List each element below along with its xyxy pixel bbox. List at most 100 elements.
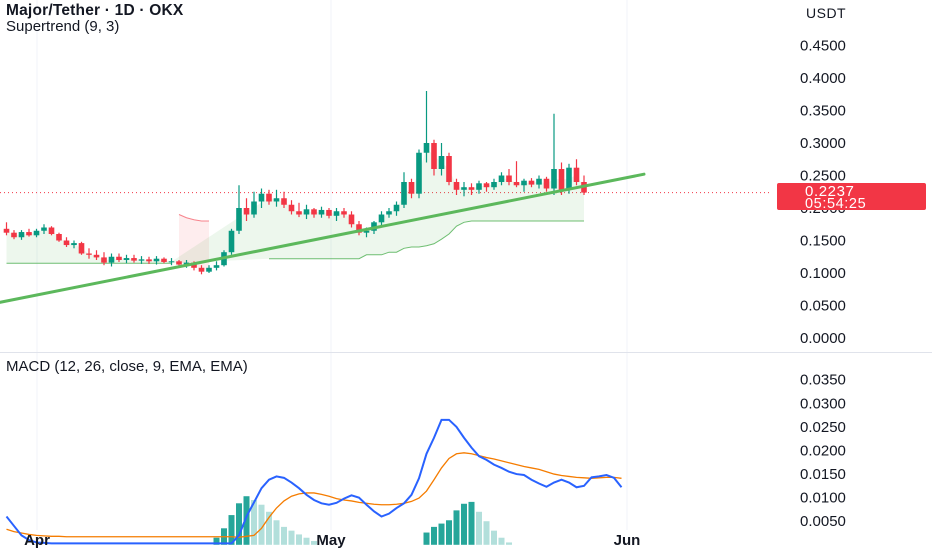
candle-body: [446, 156, 452, 182]
candle-body: [423, 143, 430, 153]
candle: [56, 232, 62, 242]
price-tick-label: 0.0000: [800, 330, 846, 347]
candle: [273, 189, 280, 207]
macd-label[interactable]: MACD (12, 26, close, 9, EMA, EMA): [6, 358, 248, 375]
candle-body: [41, 227, 47, 231]
last-price-tag: 0.2237 05:54:25: [777, 183, 926, 212]
candle-body: [476, 183, 482, 190]
candle-body: [266, 193, 272, 202]
candle-body: [483, 183, 490, 188]
macd-histogram-bar: [423, 532, 430, 545]
candle-body: [116, 256, 122, 260]
candle-body: [273, 198, 280, 202]
candle: [243, 198, 250, 221]
candle-body: [228, 230, 235, 253]
candle: [138, 256, 145, 264]
candle-body: [513, 182, 520, 186]
macd-histogram-bar: [243, 496, 250, 545]
candle: [123, 254, 130, 264]
candle: [48, 226, 55, 236]
macd-histogram-bar: [498, 537, 505, 545]
macd-histogram-bar: [483, 521, 490, 545]
candle: [378, 211, 385, 228]
candle-body: [101, 257, 107, 263]
candle-body: [356, 224, 362, 233]
candle: [131, 254, 137, 263]
supertrend-down-line: [178, 214, 209, 222]
candle-body: [303, 209, 310, 215]
price-tick-label: 0.1500: [800, 233, 846, 250]
candle-body: [551, 169, 557, 189]
macd-histogram-bar: [258, 504, 265, 545]
candle-body: [56, 234, 62, 241]
candle-body: [326, 209, 332, 216]
candle-body: [363, 230, 370, 233]
macd-tick-label: 0.0350: [800, 372, 846, 389]
candle-body: [18, 232, 25, 238]
candle-body: [63, 240, 70, 246]
currency-label[interactable]: USDT: [806, 5, 847, 21]
candle: [296, 202, 302, 218]
candle-body: [11, 232, 17, 238]
candle: [86, 248, 92, 259]
macd-histogram-bar: [431, 526, 437, 545]
macd-axis[interactable]: 0.0350 0.0300 0.0250 0.0200 0.0150 0.0100 0.00…: [800, 372, 846, 530]
candle: [266, 189, 272, 205]
candle-body: [26, 232, 32, 236]
macd-histogram-bar: [311, 541, 317, 545]
candle: [108, 253, 115, 267]
indicator-label[interactable]: Supertrend (9, 3): [6, 18, 120, 35]
candle: [146, 256, 152, 264]
supertrend-fill: [6, 147, 584, 270]
trendline-layer[interactable]: [0, 172, 646, 305]
candle: [288, 200, 295, 215]
candle: [483, 182, 490, 192]
price-tick-label: 0.4500: [800, 38, 846, 55]
candle: [528, 178, 535, 188]
candle: [401, 172, 407, 208]
candle-body: [401, 182, 407, 205]
candle-body: [243, 208, 250, 215]
candle-body: [33, 230, 40, 236]
candle-body: [123, 258, 130, 260]
candle: [281, 191, 287, 208]
candle: [326, 208, 332, 219]
candle-body: [138, 259, 145, 261]
candle-body: [3, 228, 10, 233]
macd-histogram-bar: [303, 537, 310, 545]
candle-body: [393, 204, 400, 212]
candle: [408, 178, 415, 199]
candle-body: [206, 267, 212, 272]
candle: [116, 253, 122, 262]
candle: [521, 178, 527, 192]
candle-body: [153, 258, 160, 262]
candle-body: [318, 209, 325, 215]
candle: [386, 208, 392, 218]
price-tick-label: 0.0500: [800, 298, 846, 315]
candle: [476, 180, 482, 194]
candle: [153, 256, 160, 265]
symbol-title[interactable]: Major/Tether · 1D · OKX: [6, 2, 184, 19]
candle: [93, 250, 100, 260]
price-tick-label: 0.4000: [800, 70, 846, 87]
macd-histogram-bar: [438, 523, 445, 545]
supertrend-lines: [6, 214, 584, 264]
macd-histogram-bar: [461, 503, 467, 545]
macd-lines: [5, 418, 623, 545]
macd-histogram-bar: [273, 520, 280, 545]
candle-body: [491, 182, 497, 188]
candle-body: [431, 143, 437, 169]
candle-body: [573, 167, 580, 182]
time-axis[interactable]: Apr May Jun: [24, 532, 640, 549]
candle: [168, 258, 175, 266]
candle-body: [236, 208, 242, 231]
candle: [63, 237, 70, 247]
candle: [251, 191, 257, 218]
candle-body: [258, 193, 265, 202]
candle: [198, 265, 205, 275]
candle: [258, 188, 265, 208]
candle-body: [408, 182, 415, 194]
candle: [206, 265, 212, 273]
supertrend-up-line: [269, 220, 584, 260]
